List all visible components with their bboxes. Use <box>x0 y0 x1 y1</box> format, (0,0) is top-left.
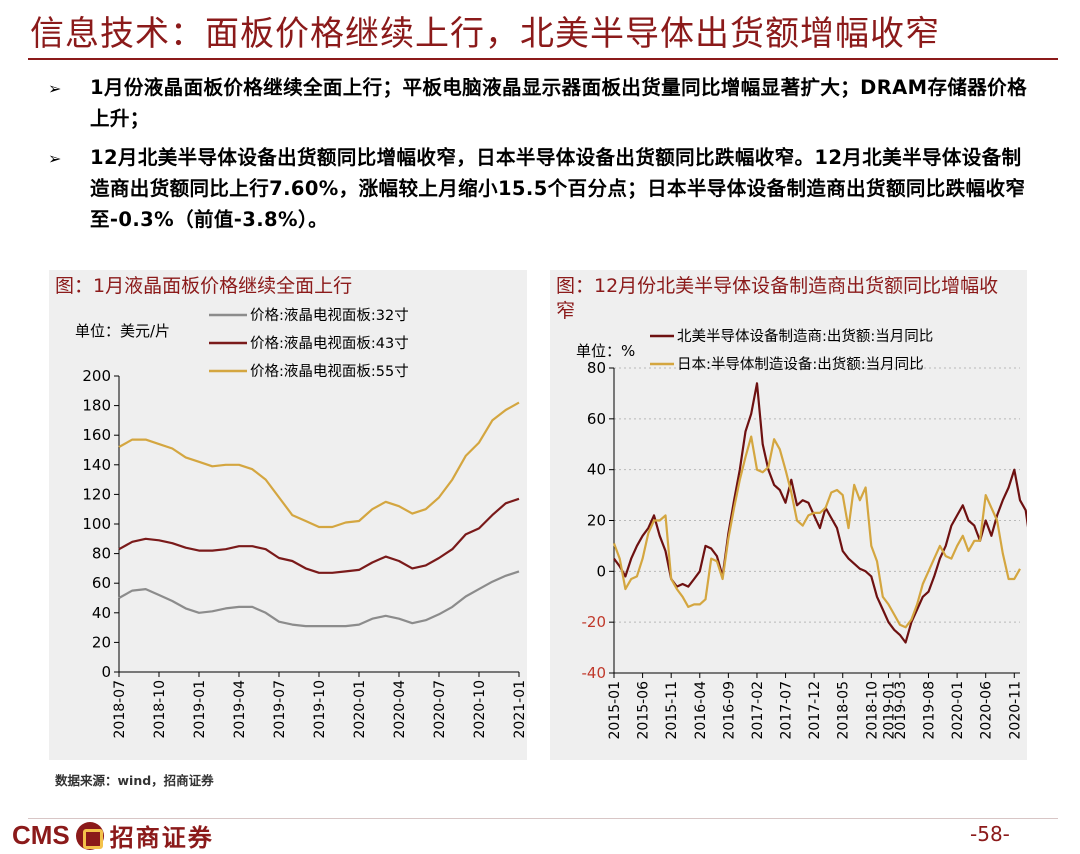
unit-label: 单位：% <box>576 342 635 360</box>
y-tick-label: 180 <box>82 397 111 415</box>
series-line <box>118 401 520 529</box>
unit-label: 单位：美元/片 <box>75 322 170 340</box>
x-tick-label: 2019-03 <box>893 681 909 740</box>
data-source: 数据来源：wind，招商证券 <box>55 773 214 788</box>
y-tick-label: 100 <box>82 515 111 533</box>
legend-label: 价格:液晶电视面板:55寸 <box>250 362 409 380</box>
series-line <box>118 570 520 628</box>
x-tick-label: 2020-01 <box>950 681 966 740</box>
y-tick-label: 160 <box>82 426 111 444</box>
y-tick-label: 60 <box>587 410 606 428</box>
x-tick-label: 2020-10 <box>472 680 488 739</box>
x-tick-label: 2016-04 <box>693 681 709 740</box>
x-tick-label: 2019-08 <box>922 681 938 740</box>
x-tick-label: 2021-01 <box>512 680 527 739</box>
x-tick-label: 2019-01 <box>192 680 208 739</box>
logo-chinese: 招商证券 <box>109 824 214 852</box>
y-tick-label: 0 <box>101 663 111 681</box>
y-tick-label: -20 <box>582 613 607 631</box>
x-tick-label: 2018-05 <box>836 681 852 740</box>
y-tick-label: 60 <box>92 574 111 592</box>
x-tick-label: 2015-01 <box>607 681 623 740</box>
bullet-text: 12月北美半导体设备出货额同比增幅收窄，日本半导体设备出货额同比跌幅收窄。12月… <box>90 146 1026 231</box>
x-tick-label: 2018-07 <box>112 680 128 739</box>
x-tick-label: 2020-11 <box>1007 681 1023 740</box>
y-tick-label: 80 <box>587 359 606 377</box>
y-tick-label: 40 <box>92 604 111 622</box>
arrow-bullet-icon: ➢ <box>48 79 62 98</box>
bullet-list: ➢ 1月份液晶面板价格继续全面上行；平板电脑液晶显示器面板出货量同比增幅显著扩大… <box>48 72 1038 243</box>
y-tick-label: 120 <box>82 485 111 503</box>
legend-label: 日本:半导体制造设备:出货额:当月同比 <box>677 356 924 373</box>
x-tick-label: 2019-04 <box>232 680 248 739</box>
x-tick-label: 2017-02 <box>750 681 766 740</box>
title-divider <box>28 58 1058 60</box>
x-tick-label: 2020-06 <box>979 681 995 740</box>
x-tick-label: 2020-04 <box>392 680 408 739</box>
semiconductor-shipment-chart: -40 -20 0 20 40 60 80 2015-01 2015-06 2015-11 2016… <box>576 328 1027 740</box>
arrow-bullet-icon: ➢ <box>48 149 62 168</box>
x-tick-label: 2020-01 <box>352 680 368 739</box>
x-tick-label: 2015-06 <box>636 681 652 740</box>
x-tick-label: 2017-12 <box>807 681 823 740</box>
series-line <box>613 382 1027 644</box>
legend-label: 价格:液晶电视面板:32寸 <box>250 306 409 324</box>
y-tick-label: 80 <box>92 545 111 563</box>
legend-label: 北美半导体设备制造商:出货额:当月同比 <box>677 328 933 345</box>
bullet-item: ➢ 12月北美半导体设备出货额同比增幅收窄，日本半导体设备出货额同比跌幅收窄。1… <box>48 142 1038 235</box>
bullet-item: ➢ 1月份液晶面板价格继续全面上行；平板电脑液晶显示器面板出货量同比增幅显著扩大… <box>48 72 1038 134</box>
chart-title: 图：1月液晶面板价格继续全面上行 <box>55 275 353 297</box>
logo-emblem-icon <box>75 821 104 850</box>
x-tick-label: 2018-10 <box>152 680 168 739</box>
legend-label: 价格:液晶电视面板:43寸 <box>250 334 409 352</box>
y-tick-label: 200 <box>82 367 111 385</box>
company-logo: CMS 招商证券 <box>12 818 214 853</box>
x-tick-label: 2019-10 <box>312 680 328 739</box>
x-tick-label: 2016-09 <box>721 681 737 740</box>
y-tick-label: 20 <box>92 633 111 651</box>
x-tick-label: 2018-10 <box>864 681 880 740</box>
lcd-price-chart-panel: 图：1月液晶面板价格继续全面上行 0 20 40 60 80 100 120 140 160 18… <box>49 270 527 760</box>
y-tick-label: 20 <box>587 512 606 530</box>
lcd-price-chart: 0 20 40 60 80 100 120 140 160 180 200 2018-07 2018-1… <box>75 306 527 739</box>
x-tick-label: 2019-01 <box>881 681 897 740</box>
y-tick-label: 0 <box>596 562 606 580</box>
bullet-text: 1月份液晶面板价格继续全面上行；平板电脑液晶显示器面板出货量同比增幅显著扩大；D… <box>90 76 1027 130</box>
x-tick-label: 2015-11 <box>664 681 680 740</box>
logo-latin: CMS <box>12 820 70 850</box>
y-tick-label: -40 <box>582 664 607 682</box>
x-tick-label: 2019-07 <box>272 680 288 739</box>
series-line <box>118 497 520 574</box>
page-title: 信息技术：面板价格继续上行，北美半导体出货额增幅收窄 <box>30 14 940 54</box>
x-tick-label: 2020-07 <box>432 680 448 739</box>
page-number: -58- <box>970 822 1010 846</box>
y-tick-label: 40 <box>587 461 606 479</box>
y-tick-label: 140 <box>82 456 111 474</box>
series-line <box>612 435 1021 629</box>
semiconductor-chart-panel: 图：12月份北美半导体设备制造商出货额同比增幅收窄 -40 -20 0 20 40 60 8… <box>550 270 1027 760</box>
footer-divider <box>28 818 1058 819</box>
chart-title: 图：12月份北美半导体设备制造商出货额同比增幅收窄 <box>556 275 999 322</box>
x-tick-label: 2017-07 <box>779 681 795 740</box>
